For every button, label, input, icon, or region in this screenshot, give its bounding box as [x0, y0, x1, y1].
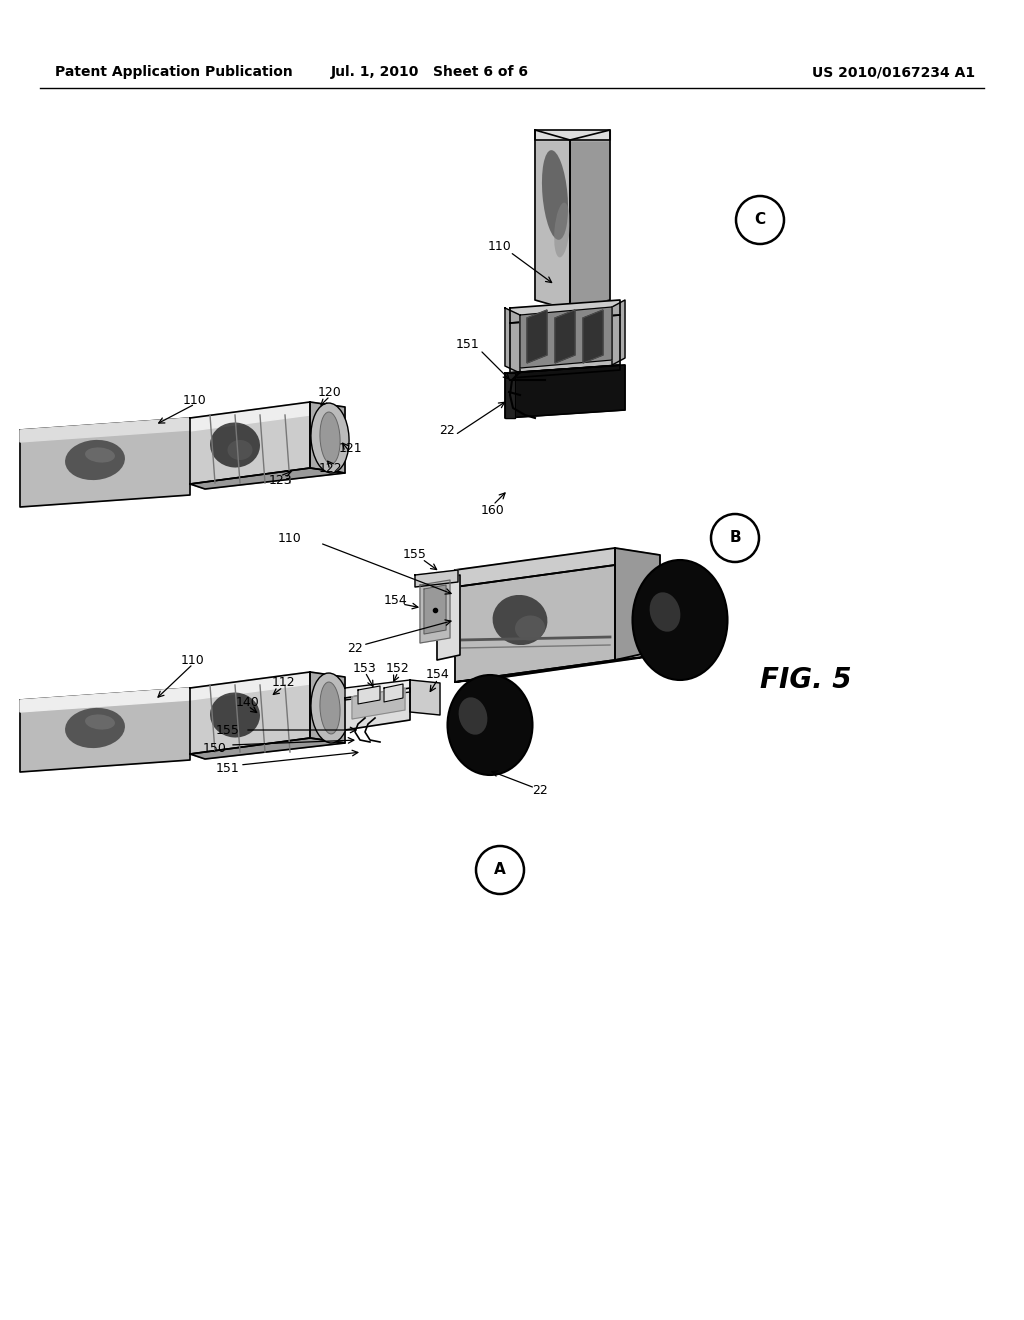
- Polygon shape: [535, 129, 610, 140]
- Ellipse shape: [447, 675, 532, 775]
- Polygon shape: [345, 680, 410, 700]
- Polygon shape: [190, 403, 310, 432]
- Polygon shape: [420, 579, 450, 643]
- Polygon shape: [527, 310, 547, 363]
- Text: Jul. 1, 2010   Sheet 6 of 6: Jul. 1, 2010 Sheet 6 of 6: [331, 65, 529, 79]
- Ellipse shape: [66, 708, 125, 748]
- Polygon shape: [437, 576, 460, 660]
- Polygon shape: [510, 300, 620, 323]
- Ellipse shape: [459, 697, 487, 735]
- Polygon shape: [310, 672, 345, 743]
- Ellipse shape: [210, 693, 260, 738]
- Text: 154: 154: [384, 594, 408, 606]
- Text: 153: 153: [353, 661, 377, 675]
- Polygon shape: [384, 684, 403, 702]
- Polygon shape: [570, 129, 610, 310]
- Polygon shape: [555, 310, 575, 363]
- Polygon shape: [20, 418, 190, 507]
- Polygon shape: [583, 310, 603, 363]
- Polygon shape: [415, 570, 458, 587]
- Ellipse shape: [633, 560, 727, 680]
- Text: 151: 151: [456, 338, 480, 351]
- Polygon shape: [358, 686, 380, 704]
- Polygon shape: [190, 738, 345, 759]
- Polygon shape: [505, 366, 625, 418]
- Polygon shape: [190, 403, 310, 484]
- Text: 112: 112: [271, 676, 295, 689]
- Ellipse shape: [515, 615, 545, 640]
- Polygon shape: [410, 680, 440, 715]
- Ellipse shape: [554, 202, 569, 257]
- Ellipse shape: [542, 150, 568, 240]
- Text: 123: 123: [268, 474, 292, 487]
- Text: 22: 22: [347, 642, 362, 655]
- Text: C: C: [755, 213, 766, 227]
- Ellipse shape: [227, 440, 253, 459]
- Text: 22: 22: [532, 784, 548, 796]
- Text: US 2010/0167234 A1: US 2010/0167234 A1: [812, 65, 975, 79]
- Polygon shape: [352, 688, 406, 719]
- Text: 110: 110: [183, 393, 207, 407]
- Polygon shape: [455, 548, 615, 587]
- Polygon shape: [535, 129, 570, 310]
- Polygon shape: [345, 688, 410, 730]
- Ellipse shape: [311, 673, 349, 743]
- Polygon shape: [310, 403, 345, 473]
- Text: 155: 155: [216, 723, 240, 737]
- Polygon shape: [520, 308, 612, 368]
- Text: 150: 150: [203, 742, 227, 755]
- Text: 152: 152: [386, 661, 410, 675]
- Text: 154: 154: [426, 668, 450, 681]
- Polygon shape: [505, 374, 515, 418]
- Ellipse shape: [85, 447, 115, 462]
- Polygon shape: [615, 548, 660, 660]
- Text: 122: 122: [318, 462, 342, 474]
- Text: B: B: [729, 531, 740, 545]
- Ellipse shape: [493, 595, 548, 645]
- Ellipse shape: [66, 440, 125, 480]
- Text: 110: 110: [488, 240, 512, 253]
- Ellipse shape: [319, 412, 340, 463]
- Text: 160: 160: [481, 503, 505, 516]
- Text: FIG. 5: FIG. 5: [760, 667, 852, 694]
- Ellipse shape: [649, 593, 680, 632]
- Polygon shape: [20, 688, 190, 711]
- Text: A: A: [495, 862, 506, 878]
- Ellipse shape: [85, 714, 115, 730]
- Ellipse shape: [319, 682, 340, 734]
- Ellipse shape: [311, 403, 349, 473]
- Polygon shape: [190, 469, 345, 488]
- Polygon shape: [20, 418, 190, 442]
- Polygon shape: [510, 366, 620, 378]
- Text: 22: 22: [439, 424, 455, 437]
- Text: 110: 110: [279, 532, 302, 544]
- Text: 151: 151: [216, 762, 240, 775]
- Text: 120: 120: [318, 385, 342, 399]
- Text: 155: 155: [403, 549, 427, 561]
- Polygon shape: [20, 688, 190, 772]
- Polygon shape: [190, 672, 310, 700]
- Circle shape: [711, 513, 759, 562]
- Polygon shape: [505, 308, 520, 374]
- Ellipse shape: [210, 422, 260, 467]
- Circle shape: [736, 195, 784, 244]
- Circle shape: [476, 846, 524, 894]
- Text: 121: 121: [338, 441, 361, 454]
- Polygon shape: [455, 565, 615, 682]
- Text: 140: 140: [237, 696, 260, 709]
- Polygon shape: [190, 672, 310, 754]
- Text: 110: 110: [181, 653, 205, 667]
- Polygon shape: [455, 655, 660, 682]
- Polygon shape: [424, 585, 446, 634]
- Polygon shape: [510, 315, 620, 374]
- Text: Patent Application Publication: Patent Application Publication: [55, 65, 293, 79]
- Polygon shape: [612, 300, 625, 366]
